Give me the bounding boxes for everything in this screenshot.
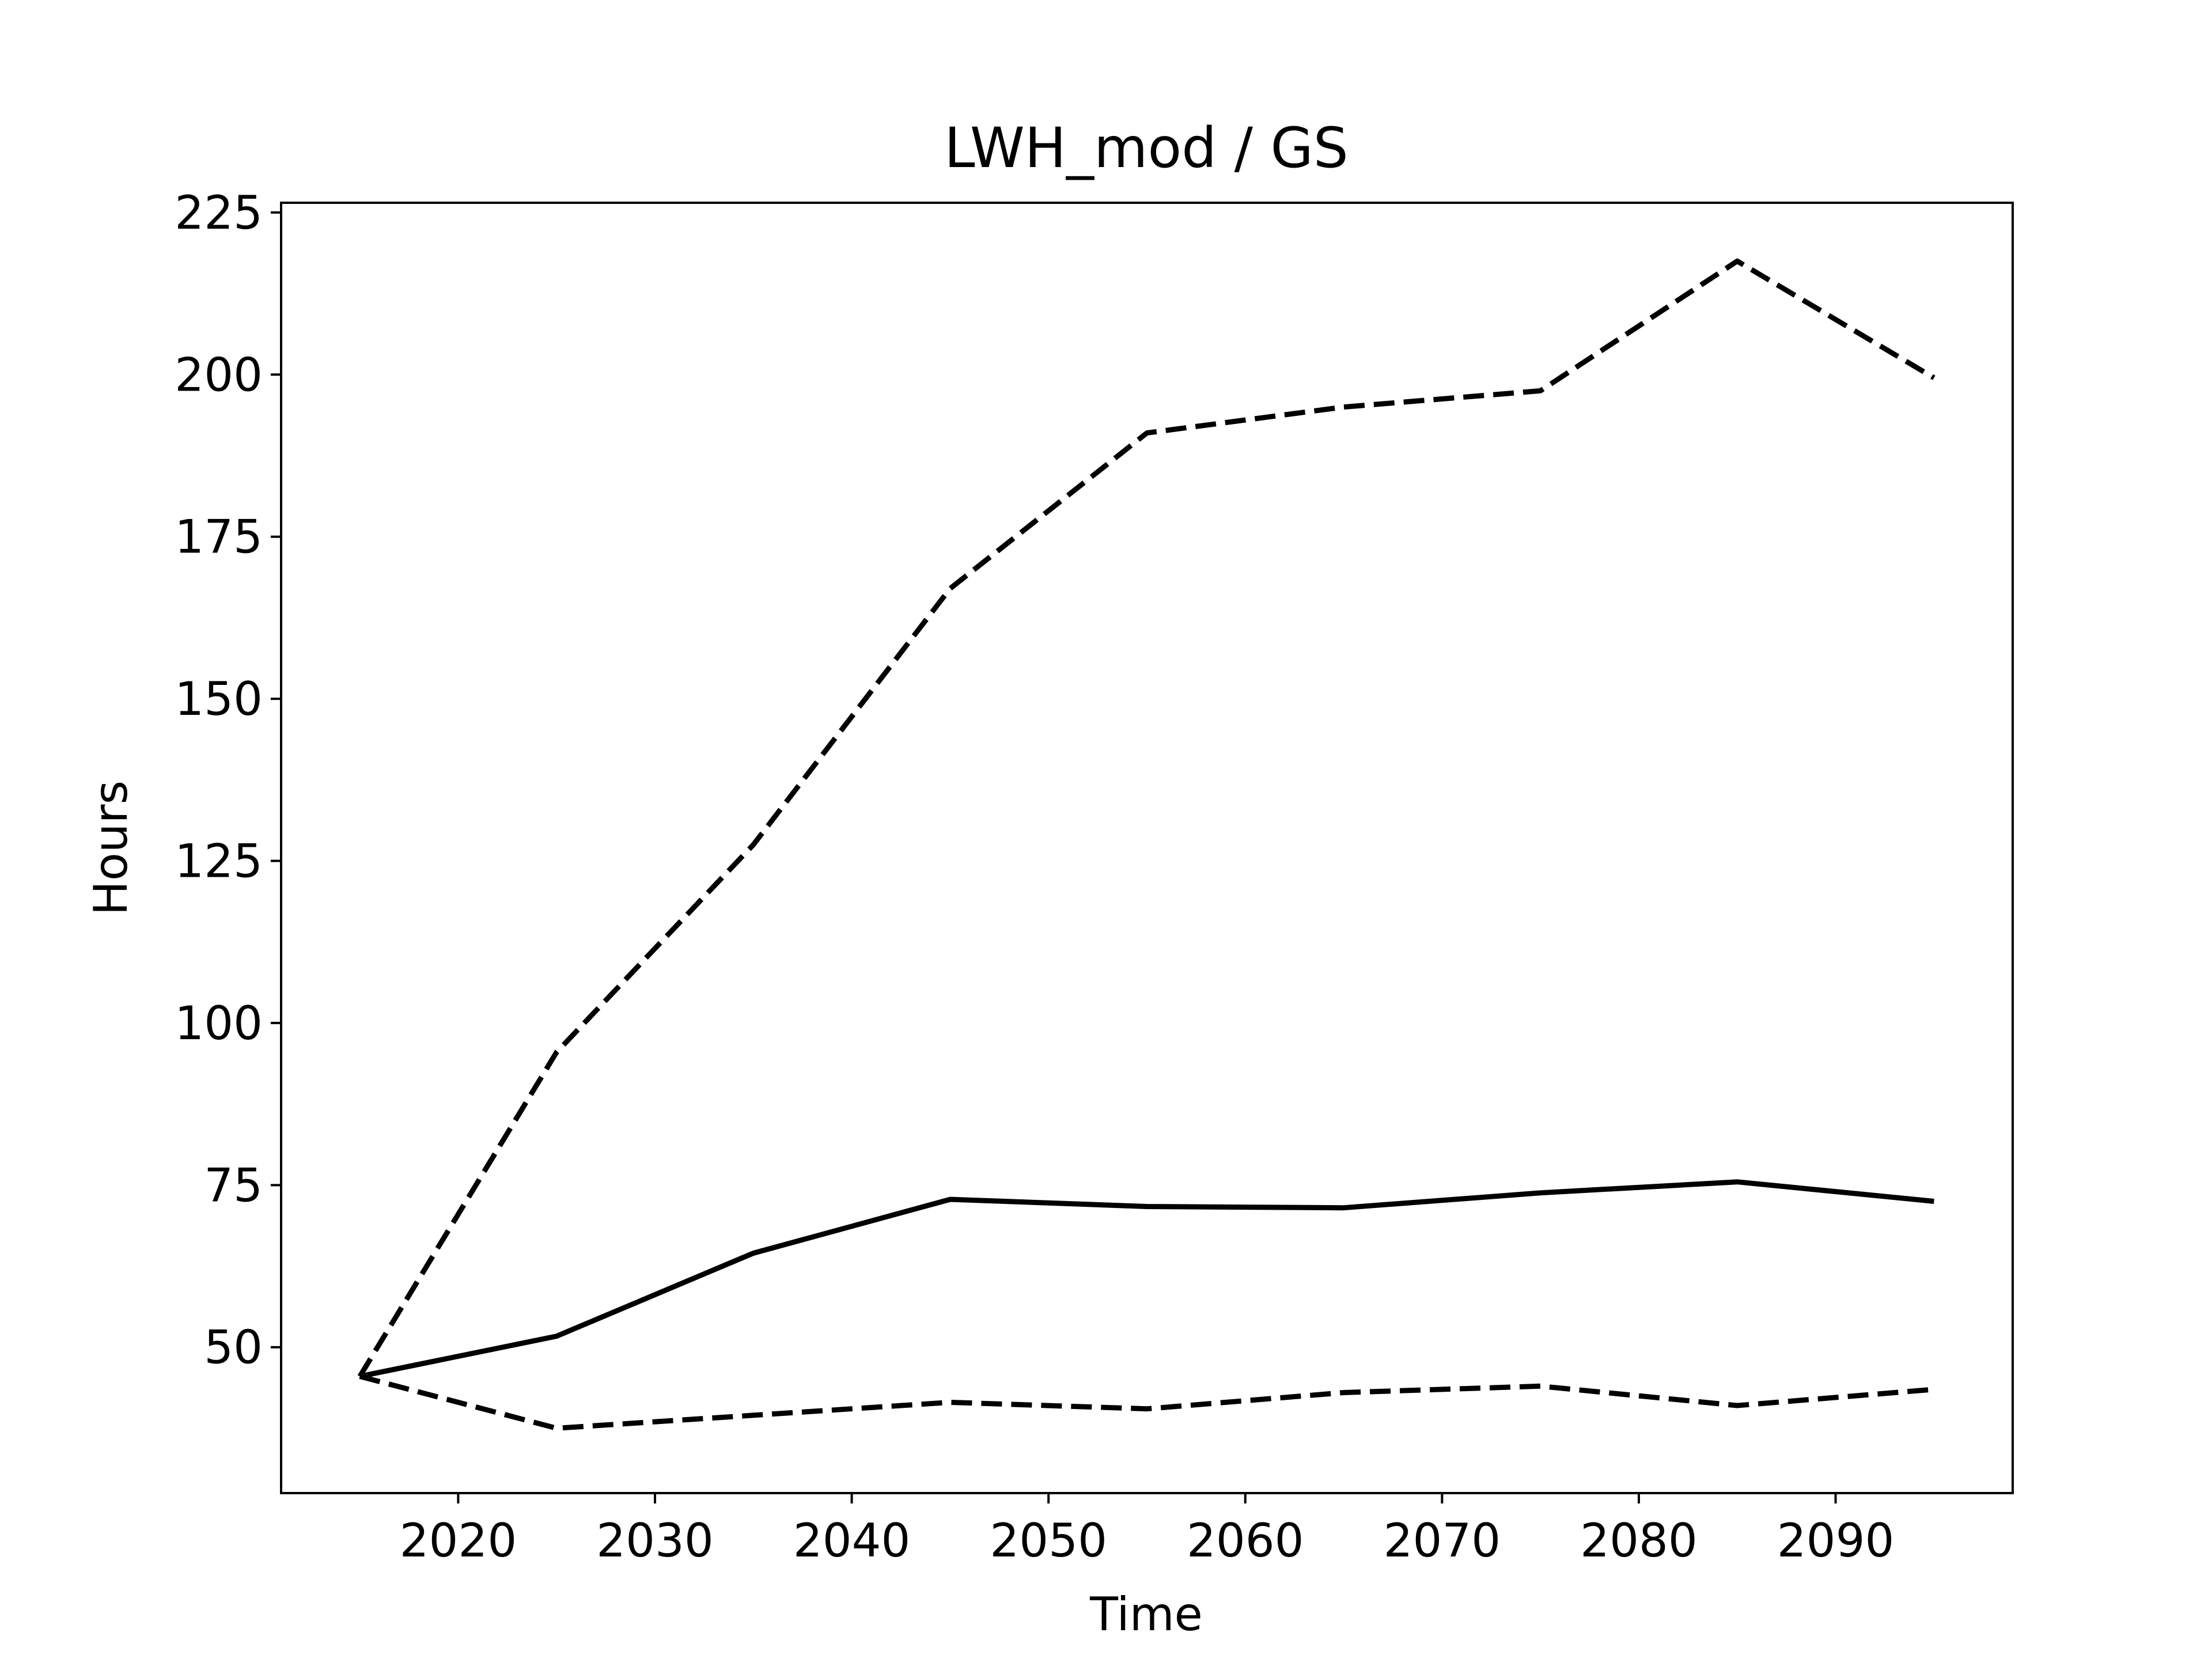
series-line-3 xyxy=(359,1374,1934,1431)
y-tick-label: 225 xyxy=(175,186,263,240)
x-tick-label: 2080 xyxy=(1580,1514,1698,1567)
x-tick-label: 2090 xyxy=(1777,1514,1895,1567)
x-tick-label: 2070 xyxy=(1384,1514,1501,1567)
y-tick-label: 150 xyxy=(175,672,263,726)
x-tick-label: 2050 xyxy=(990,1514,1107,1567)
x-tick-label: 2020 xyxy=(400,1514,517,1567)
y-tick-label: 200 xyxy=(175,348,263,402)
x-tick-label: 2040 xyxy=(793,1514,911,1567)
x-tick-label: 2030 xyxy=(596,1514,714,1567)
y-axis-title: Hours xyxy=(84,781,138,915)
y-tick-label: 100 xyxy=(175,997,263,1050)
x-axis-title: Time xyxy=(1089,1588,1203,1641)
y-tick-label: 75 xyxy=(204,1158,263,1212)
x-axis: 2020 2030 2040 2050 2060 2070 2080 2090 xyxy=(400,1493,1895,1567)
y-axis: 50 75 100 125 150 175 200 225 xyxy=(175,186,281,1374)
series-line-1 xyxy=(359,1179,1934,1379)
y-tick-label: 50 xyxy=(204,1321,263,1374)
y-tick-label: 175 xyxy=(175,510,263,564)
chart-title: LWH_mod / GS xyxy=(944,116,1349,180)
series-line-2 xyxy=(357,258,1936,1378)
y-tick-label: 125 xyxy=(175,835,263,888)
series-layer xyxy=(357,258,1936,1431)
plot-frame xyxy=(280,202,2014,1494)
x-tick-label: 2060 xyxy=(1187,1514,1304,1567)
